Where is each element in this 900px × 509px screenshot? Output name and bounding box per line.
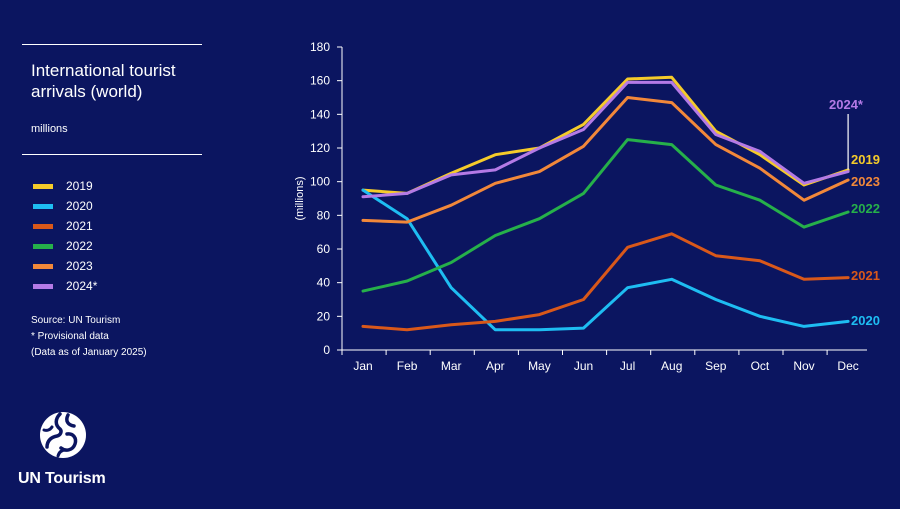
left-panel: International tourist arrivals (world) m…: [0, 0, 215, 509]
series-end-label: 2021: [851, 268, 880, 283]
legend-label: 2023: [66, 259, 93, 273]
chart-title: International tourist arrivals (world): [31, 60, 206, 102]
legend-item: 2022: [33, 236, 97, 256]
series-end-label: 2023: [851, 174, 880, 189]
un-tourism-logo-icon: [40, 412, 86, 458]
x-tick-label: Mar: [441, 359, 462, 373]
x-tick-label: Jun: [574, 359, 593, 373]
y-tick-label: 40: [317, 276, 331, 290]
legend: 2019 2020 2021 2022 2023 2024*: [33, 176, 97, 296]
brand-name: UN Tourism: [18, 470, 106, 487]
y-tick-label: 140: [310, 107, 330, 121]
legend-swatch: [33, 243, 53, 249]
unit-label: millions: [31, 123, 68, 135]
data-date-note: (Data as of January 2025): [31, 347, 147, 358]
x-tick-label: Jan: [353, 359, 372, 373]
series-end-label: 2022: [851, 201, 880, 216]
series-line-2022: [361, 138, 850, 293]
legend-label: 2024*: [66, 279, 98, 293]
chart-title-line-1: International tourist: [31, 61, 176, 80]
provisional-note: * Provisional data: [31, 331, 109, 342]
series-line-2019: [361, 75, 850, 195]
y-tick-label: 160: [310, 74, 330, 88]
legend-item: 2021: [33, 216, 97, 236]
legend-swatch: [33, 283, 53, 289]
y-tick-label: 180: [310, 40, 330, 54]
x-tick-label: Dec: [837, 359, 858, 373]
series-end-label: 2024*: [829, 97, 864, 112]
legend-label: 2019: [66, 179, 93, 193]
x-tick-label: Nov: [793, 359, 814, 373]
legend-item: 2023: [33, 256, 97, 276]
legend-label: 2020: [66, 199, 93, 213]
series-end-label: 2020: [851, 313, 880, 328]
legend-swatch: [33, 183, 53, 189]
legend-label: 2022: [66, 239, 93, 253]
series-end-label: 2019: [851, 152, 880, 167]
bottom-divider: [22, 154, 202, 155]
x-tick-label: Sep: [705, 359, 727, 373]
x-tick-label: May: [528, 359, 551, 373]
x-tick-label: Apr: [486, 359, 505, 373]
source-note: Source: UN Tourism: [31, 315, 121, 326]
series-line-2024: [361, 80, 850, 199]
series-line-2023: [361, 96, 850, 224]
legend-swatch: [33, 223, 53, 229]
legend-item: 2024*: [33, 276, 97, 296]
legend-item: 2019: [33, 176, 97, 196]
x-tick-label: Oct: [751, 359, 770, 373]
series-line-2021: [361, 232, 850, 332]
x-tick-label: Feb: [397, 359, 418, 373]
series-line-2020: [361, 188, 850, 332]
y-tick-label: 80: [317, 208, 331, 222]
notes: Source: UN Tourism * Provisional data (D…: [31, 313, 147, 361]
legend-item: 2020: [33, 196, 97, 216]
y-tick-label: 120: [310, 141, 330, 155]
legend-swatch: [33, 203, 53, 209]
y-axis-title: (millions): [294, 177, 306, 221]
legend-label: 2021: [66, 219, 93, 233]
y-tick-label: 0: [323, 343, 330, 357]
y-tick-label: 20: [317, 309, 331, 323]
legend-swatch: [33, 263, 53, 269]
chart-title-line-2: arrivals (world): [31, 82, 143, 101]
y-tick-label: 60: [317, 242, 331, 256]
y-tick-label: 100: [310, 175, 330, 189]
top-divider: [22, 44, 202, 45]
x-tick-label: Jul: [620, 359, 635, 373]
x-tick-label: Aug: [661, 359, 682, 373]
